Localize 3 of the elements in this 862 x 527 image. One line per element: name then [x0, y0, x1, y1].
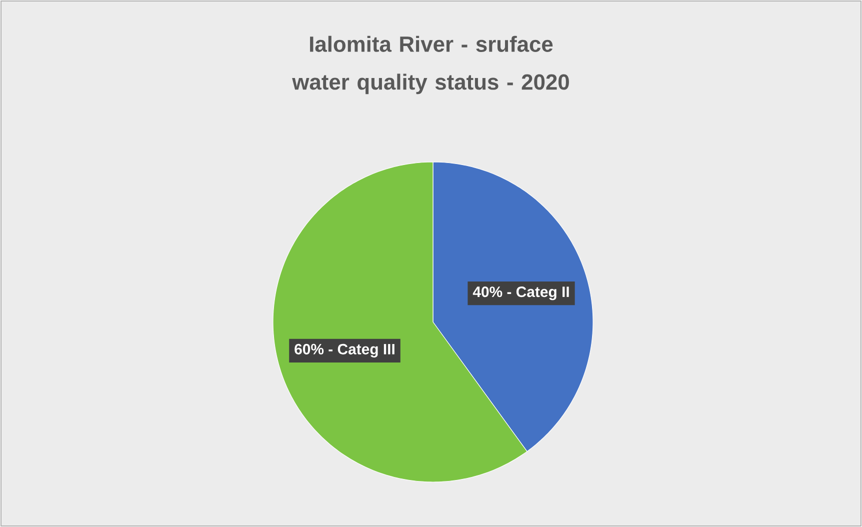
slice-label: 40% - Categ II	[472, 286, 569, 300]
slice-label: 60% - Categ III	[294, 344, 394, 358]
chart-title: Ialomita River - sruface water quality status - 2020	[292, 36, 569, 94]
